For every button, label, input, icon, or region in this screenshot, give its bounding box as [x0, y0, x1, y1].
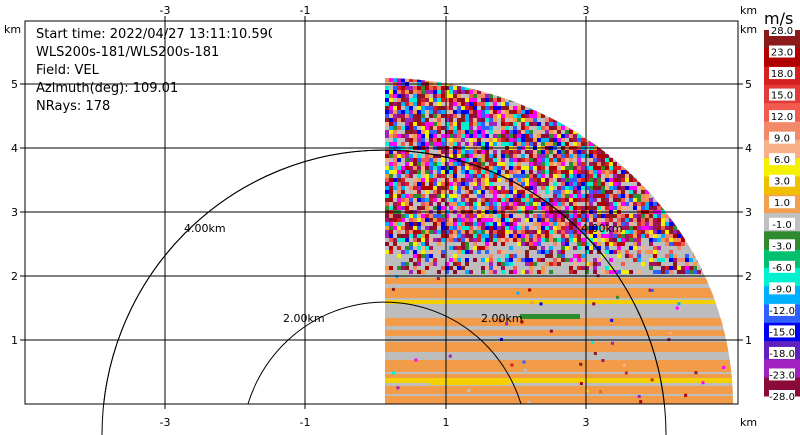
y-tick-label-left: 1	[11, 334, 18, 347]
axis-unit-label: km	[740, 416, 757, 429]
colorbar-label-box	[769, 174, 795, 187]
y-tick-label-right: 2	[745, 270, 752, 283]
colorbar-label: 1.0	[774, 198, 790, 209]
colorbar-label: 28.0	[771, 26, 793, 37]
colorbar-label: 23.0	[771, 48, 793, 59]
x-tick-label-bottom: 1	[443, 416, 450, 429]
colorbar-label-box	[769, 153, 795, 166]
y-tick-label-left: 3	[11, 206, 18, 219]
colorbar-label-box	[769, 67, 795, 80]
axis-unit-label: km	[740, 23, 757, 36]
y-tick-label-left: 4	[11, 142, 18, 155]
colorbar-label: 18.0	[771, 69, 793, 80]
info-panel: Start time: 2022/04/27 13:11:10.590 WLS2…	[36, 26, 272, 116]
colorbar-label-box	[769, 303, 795, 316]
colorbar-label-box	[769, 217, 795, 230]
colorbar: 28.0 23.0 18.0 15.0 12.0 9.0 6.0 3.0 1.0 -1.0 -3.0…	[764, 24, 800, 403]
colorbar-label-box	[769, 282, 795, 295]
y-tick-label-left: 5	[11, 78, 18, 91]
colorbar-label: -18.0	[769, 349, 795, 360]
y-tick-label-right: 5	[745, 78, 752, 91]
colorbar-label: -28.0	[769, 392, 795, 403]
colorbar-label-box	[769, 260, 795, 273]
x-tick-label-top: 3	[583, 4, 590, 17]
colorbar-label-box	[769, 110, 795, 123]
colorbar-label-box	[769, 368, 795, 381]
colorbar-label-box	[769, 325, 795, 338]
x-tick-label-top: -3	[160, 4, 171, 17]
x-tick-label-bottom: -3	[160, 416, 171, 429]
x-tick-label-bottom: 3	[583, 416, 590, 429]
instrument-text: WLS200s-181/WLS200s-181	[36, 45, 220, 60]
x-tick-label-top: 1	[443, 4, 450, 17]
axis-unit-label: km	[740, 4, 757, 17]
azimuth-text: Azimuth(deg): 109.01	[36, 81, 179, 96]
x-tick-label-bottom: -1	[300, 416, 311, 429]
field-text: Field: VEL	[36, 63, 99, 78]
colorbar-label: 6.0	[774, 155, 790, 166]
y-tick-label-right: 3	[745, 206, 752, 219]
colorbar-label-box	[769, 24, 795, 36]
colorbar-label: -15.0	[769, 327, 795, 338]
colorbar-label: -6.0	[772, 263, 792, 274]
ring-label-2km: 2.00km	[283, 312, 325, 325]
ring-label-4km: 4.00km	[184, 222, 226, 235]
y-tick-label-right: 1	[745, 334, 752, 347]
plot-frame	[24, 20, 739, 405]
colorbar-title: m/s	[764, 9, 794, 28]
ring-label-4km-right: 4.00km	[581, 222, 623, 235]
colorbar-label-box	[769, 45, 795, 58]
nrays-text: NRays: 178	[36, 99, 111, 114]
colorbar-label: -23.0	[769, 370, 795, 381]
colorbar-label-box	[769, 390, 795, 402]
colorbar-label-box	[769, 346, 795, 359]
y-tick-label-left: 2	[11, 270, 18, 283]
x-tick-label-top: -1	[300, 4, 311, 17]
colorbar-label-box	[769, 196, 795, 209]
colorbar-label: -12.0	[769, 306, 795, 317]
colorbar-label-box	[769, 239, 795, 252]
colorbar-label: -1.0	[772, 220, 792, 231]
colorbar-label: -9.0	[772, 284, 792, 295]
colorbar-label: 12.0	[771, 112, 793, 123]
grid	[20, 16, 743, 409]
colorbar-label: 9.0	[774, 134, 790, 145]
colorbar-label-box	[769, 131, 795, 144]
ring-label-2km-right: 2.00km	[481, 312, 523, 325]
colorbar-label-box	[769, 88, 795, 101]
colorbar-label: -3.0	[772, 241, 792, 252]
axis-unit-label: km	[4, 23, 21, 36]
colorbar-label: 3.0	[774, 177, 790, 188]
colorbar-label: 15.0	[771, 91, 793, 102]
start-time-text: Start time: 2022/04/27 13:11:10.590	[36, 27, 272, 42]
y-tick-label-right: 4	[745, 142, 752, 155]
